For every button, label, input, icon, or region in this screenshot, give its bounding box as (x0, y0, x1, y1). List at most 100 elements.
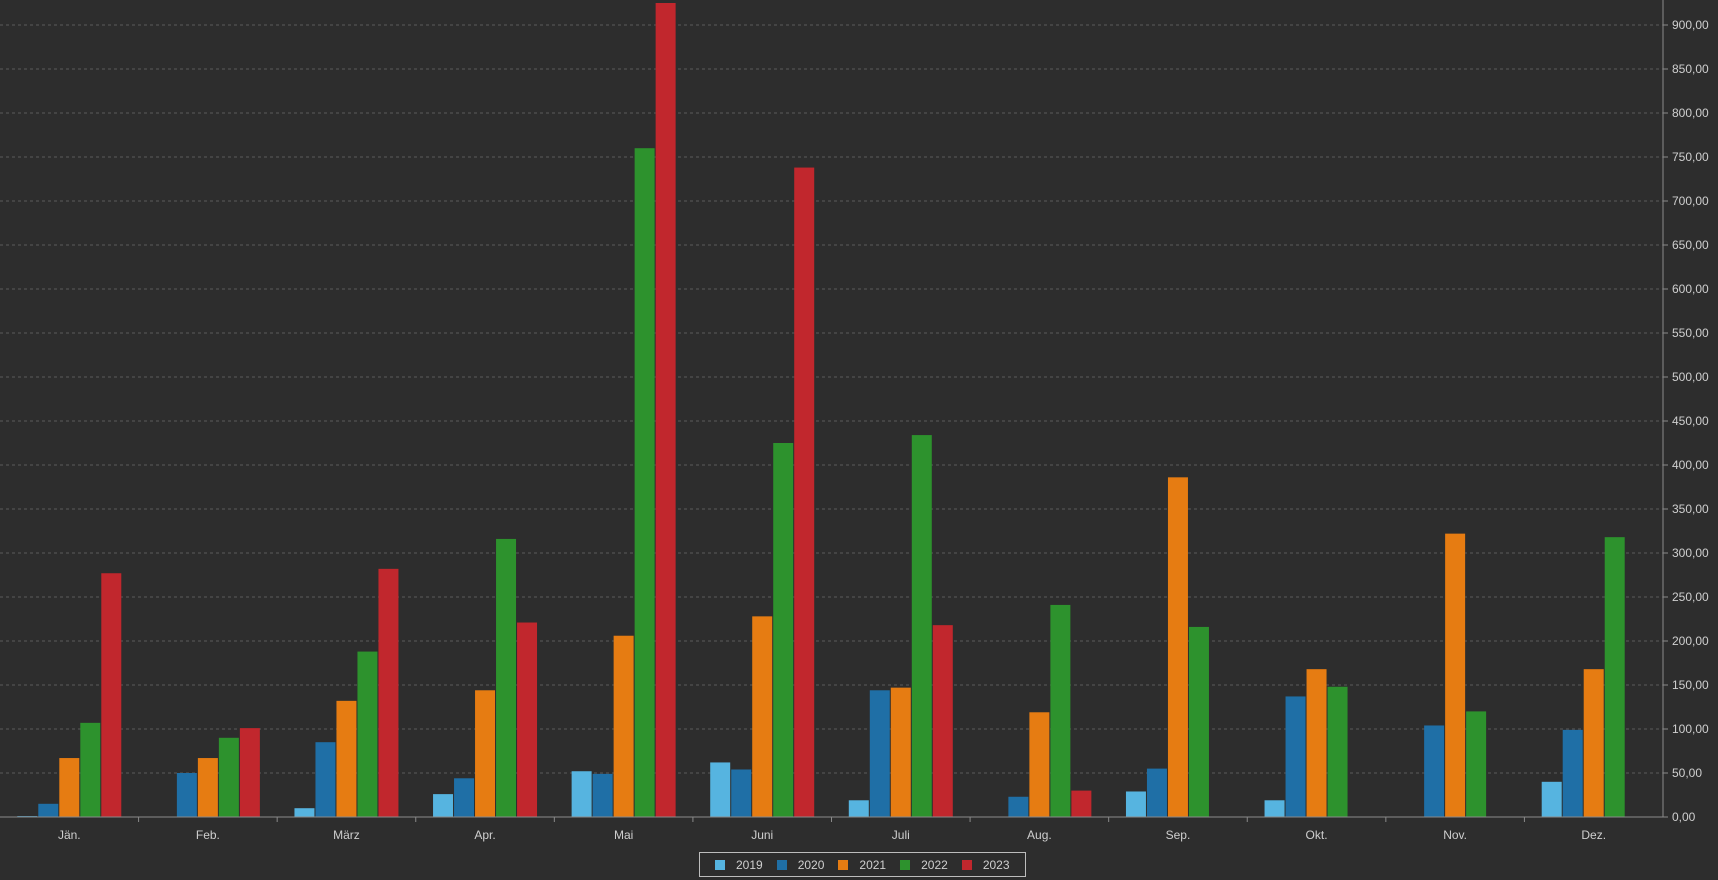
bar-2020-8 (1146, 768, 1167, 817)
bar-2020-2 (315, 742, 336, 817)
legend-label: 2022 (921, 857, 948, 872)
bar-2022-7 (1050, 604, 1071, 817)
bar-2022-2 (357, 651, 378, 817)
bar-2020-6 (869, 690, 890, 817)
y-tick-labels: 0,00 50,00 100,00 150,00 200,00 250,00 300,00 3… (1672, 18, 1709, 824)
bar-2021-4 (613, 635, 634, 817)
y-tick-label: 100,00 (1672, 722, 1709, 736)
bar-2021-11 (1583, 669, 1604, 817)
bar-2021-9 (1306, 669, 1327, 817)
bar-2020-4 (592, 773, 613, 817)
bar-2019-2 (294, 808, 315, 817)
bar-2022-4 (634, 148, 655, 817)
bar-2019-6 (848, 800, 869, 817)
x-tick-label: Nov. (1443, 828, 1467, 842)
bar-2021-10 (1445, 533, 1466, 817)
bar-2020-5 (731, 769, 752, 817)
legend-item-2022[interactable]: 2022 (900, 858, 948, 872)
legend-swatch (900, 859, 911, 870)
y-tick-label: 400,00 (1672, 458, 1709, 472)
bar-2022-9 (1327, 686, 1348, 817)
bar-2021-7 (1029, 712, 1050, 817)
y-tick-label: 750,00 (1672, 150, 1709, 164)
bar-2023-1 (239, 728, 260, 817)
x-tick-label: Juni (751, 828, 773, 842)
bar-2023-5 (794, 167, 815, 817)
y-tick-label: 850,00 (1672, 62, 1709, 76)
bar-2021-2 (336, 700, 357, 817)
y-tick-label: 0,00 (1672, 810, 1696, 824)
legend-swatch (961, 859, 972, 870)
y-tick-label: 600,00 (1672, 282, 1709, 296)
legend-label: 2019 (736, 857, 763, 872)
bar-2021-6 (890, 687, 911, 817)
x-tick-label: Dez. (1581, 828, 1606, 842)
bar-2019-3 (433, 794, 454, 817)
bar-2022-5 (773, 443, 794, 817)
bar-2022-10 (1466, 711, 1487, 817)
bar-2021-1 (197, 758, 218, 817)
bar-2020-3 (454, 778, 475, 817)
bar-2022-1 (218, 737, 239, 817)
bar-2021-3 (475, 690, 496, 817)
legend-swatch (776, 859, 787, 870)
y-tick-label: 200,00 (1672, 634, 1709, 648)
bar-2023-7 (1071, 790, 1092, 817)
bar-2021-5 (752, 616, 773, 817)
y-tick-label: 150,00 (1672, 678, 1709, 692)
bar-2023-3 (517, 622, 538, 817)
grid-lines (0, 24, 1663, 774)
bar-2020-11 (1562, 729, 1583, 817)
x-tick-label: März (333, 828, 360, 842)
legend-swatch (838, 859, 849, 870)
y-tick-label: 350,00 (1672, 502, 1709, 516)
x-tick-labels: Jän. Feb. März Apr. Mai Juni Juli Aug. Sep. Okt. N… (58, 828, 1606, 842)
bar-2022-0 (80, 722, 101, 817)
bar-2022-11 (1604, 537, 1625, 817)
x-tick-label: Jän. (58, 828, 81, 842)
bar-2023-6 (932, 625, 953, 817)
legend: 2019 2020 2021 2022 2023 (699, 852, 1026, 877)
x-tick-label: Okt. (1306, 828, 1328, 842)
x-tick-label: Feb. (196, 828, 220, 842)
axes (0, 0, 1668, 822)
y-tick-label: 300,00 (1672, 546, 1709, 560)
x-tick-label: Sep. (1166, 828, 1191, 842)
bar-2023-0 (101, 573, 122, 817)
legend-swatch (715, 859, 725, 870)
x-tick-label: Aug. (1027, 828, 1052, 842)
legend-item-2020[interactable]: 2020 (776, 857, 825, 872)
legend-item-2019[interactable]: 2019 (715, 858, 763, 872)
y-tick-label: 250,00 (1672, 590, 1709, 604)
bar-2019-9 (1264, 800, 1285, 817)
y-tick-label: 550,00 (1672, 326, 1709, 340)
bar-2020-10 (1424, 725, 1445, 817)
y-tick-label: 650,00 (1672, 238, 1709, 252)
legend-item-2023[interactable]: 2023 (961, 857, 1010, 872)
bar-2019-8 (1125, 791, 1146, 817)
x-tick-label: Mai (614, 828, 633, 842)
bar-2019-11 (1541, 781, 1562, 817)
legend-item-2021[interactable]: 2021 (838, 858, 886, 872)
x-tick-label: Apr. (474, 828, 495, 842)
bars (17, 3, 1625, 817)
y-tick-label: 700,00 (1672, 194, 1709, 208)
bar-2023-2 (378, 568, 399, 817)
bar-2020-1 (176, 773, 197, 817)
x-tick-label: Juli (892, 828, 910, 842)
bar-2020-0 (38, 803, 59, 817)
bar-2021-0 (59, 758, 80, 817)
bar-2019-4 (571, 771, 592, 817)
bar-2022-6 (911, 435, 932, 817)
legend-label: 2021 (859, 857, 887, 872)
bar-2021-8 (1167, 477, 1188, 817)
legend-label: 2020 (797, 857, 825, 872)
bar-2022-8 (1188, 626, 1209, 817)
legend-label: 2023 (982, 857, 1010, 872)
bar-2020-7 (1008, 796, 1029, 817)
bar-2023-4 (655, 3, 676, 817)
y-tick-label: 900,00 (1672, 18, 1709, 32)
y-tick-label: 450,00 (1672, 414, 1709, 428)
